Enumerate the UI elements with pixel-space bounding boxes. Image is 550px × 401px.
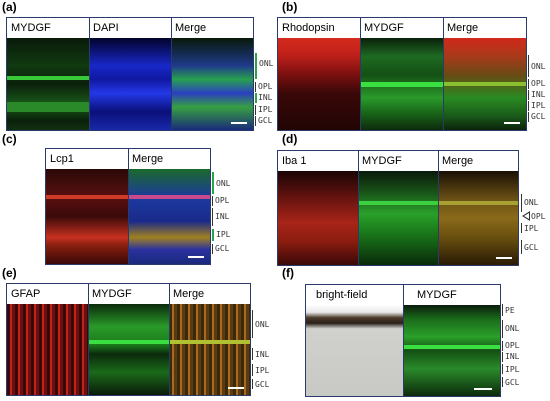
panel-e-title-2: MYDGF bbox=[88, 284, 169, 304]
panel-b-merge-image bbox=[443, 38, 526, 130]
panel-a-mydgf-image bbox=[7, 38, 89, 130]
panel-f-layer-pe: PE bbox=[505, 306, 515, 315]
panel-d-title-2: MYDGF bbox=[358, 151, 438, 171]
panel-f-layer-ipl: IPL bbox=[505, 365, 520, 374]
panel-c-title-2: Merge bbox=[128, 149, 210, 169]
panel-a-layer-ipl: IPL bbox=[258, 105, 273, 114]
panel-a-layer-opl: OPL bbox=[258, 82, 273, 91]
panel-f-title-1: bright-field bbox=[306, 285, 403, 305]
panel-d-merge-image bbox=[438, 171, 518, 265]
panel-b-title-3: Merge bbox=[443, 18, 526, 38]
panel-e-layer-onl: ONL bbox=[255, 320, 270, 329]
panel-a-title-2: DAPI bbox=[89, 18, 171, 38]
panel-e-layer-gcl: GCL bbox=[255, 380, 270, 389]
panel-f-frame: bright-field MYDGF bbox=[305, 284, 501, 397]
panel-c-layer-opl: OPL bbox=[215, 196, 230, 205]
panel-f-layer-opl: OPL bbox=[505, 341, 520, 350]
panel-c-layer-onl: ONL bbox=[216, 179, 231, 188]
panel-b-mydgf-image bbox=[360, 38, 443, 130]
panel-e-gfap-image bbox=[7, 304, 88, 395]
panel-d-layer-onl: ONL bbox=[524, 198, 539, 207]
panel-a-layer-inl: INL bbox=[258, 93, 273, 102]
panel-e-layer-inl: INL bbox=[255, 350, 270, 359]
scale-bar bbox=[496, 257, 512, 259]
panel-e-title-3: Merge bbox=[169, 284, 250, 304]
panel-d-layer-gcl: GCL bbox=[524, 243, 539, 252]
panel-c-layer-ipl: IPL bbox=[216, 230, 231, 239]
scale-bar bbox=[504, 122, 520, 124]
panel-d-mydgf-image bbox=[358, 171, 438, 265]
scale-bar bbox=[474, 388, 492, 390]
panel-c-label: (c) bbox=[2, 132, 17, 146]
panel-d-layer-opl: OPL bbox=[531, 212, 546, 221]
panel-b-label: (b) bbox=[282, 0, 298, 14]
panel-f-layer-onl: ONL bbox=[505, 324, 520, 333]
panel-b-title-2: MYDGF bbox=[360, 18, 443, 38]
panel-d-title-3: Merge bbox=[438, 151, 518, 171]
panel-a-merge-image bbox=[171, 38, 253, 130]
panel-d-layer-ipl: IPL bbox=[524, 224, 539, 233]
panel-b-layer-inl: INL bbox=[531, 90, 546, 99]
panel-c-layer-inl: INL bbox=[215, 212, 230, 221]
panel-e-frame: GFAP MYDGF Merge bbox=[6, 283, 251, 396]
panel-c-lcp1-image bbox=[46, 169, 128, 264]
panel-d-label: (d) bbox=[282, 132, 298, 146]
panel-f-label: (f) bbox=[282, 266, 294, 280]
scale-bar bbox=[228, 387, 244, 389]
panel-f-title-2: MYDGF bbox=[403, 285, 500, 305]
panel-b-rhodopsin-image bbox=[278, 38, 360, 130]
panel-a-dapi-image bbox=[89, 38, 171, 130]
panel-c-merge-image bbox=[128, 169, 210, 264]
panel-c-layer-gcl: GCL bbox=[215, 244, 230, 253]
panel-a-frame: MYDGF DAPI Merge bbox=[6, 17, 254, 131]
panel-a-layer-onl: ONL bbox=[259, 59, 274, 68]
triangle-marker-icon bbox=[522, 211, 530, 221]
panel-b-layer-onl: ONL bbox=[531, 62, 546, 71]
panel-d-title-1: Iba 1 bbox=[278, 151, 358, 171]
panel-e-merge-image bbox=[169, 304, 250, 395]
panel-b-layer-opl: OPL bbox=[531, 79, 546, 88]
panel-c-frame: Lcp1 Merge bbox=[45, 148, 211, 265]
panel-d-iba1-image bbox=[278, 171, 358, 265]
panel-e-label: (e) bbox=[2, 266, 17, 280]
panel-f-brightfield-image bbox=[306, 305, 403, 396]
panel-f-mydgf-image bbox=[403, 305, 500, 396]
panel-e-layer-ipl: IPL bbox=[255, 366, 270, 375]
panel-b-layer-ipl: IPL bbox=[531, 101, 546, 110]
panel-f-layer-gcl: GCL bbox=[505, 378, 520, 387]
scale-bar bbox=[231, 122, 247, 124]
panel-b-layer-gcl: GCL bbox=[531, 112, 546, 121]
panel-b-frame: Rhodopsin MYDGF Merge bbox=[277, 17, 527, 131]
panel-a-title-3: Merge bbox=[171, 18, 253, 38]
panel-f-layer-inl: INL bbox=[505, 352, 520, 361]
panel-c-title-1: Lcp1 bbox=[46, 149, 128, 169]
scale-bar bbox=[188, 256, 204, 258]
panel-a-layer-gcl: GCL bbox=[258, 116, 273, 125]
panel-e-mydgf-image bbox=[88, 304, 169, 395]
panel-a-label: (a) bbox=[2, 0, 17, 14]
panel-a-title-1: MYDGF bbox=[7, 18, 89, 38]
panel-b-title-1: Rhodopsin bbox=[278, 18, 360, 38]
panel-e-title-1: GFAP bbox=[7, 284, 88, 304]
panel-d-frame: Iba 1 MYDGF Merge bbox=[277, 150, 519, 266]
